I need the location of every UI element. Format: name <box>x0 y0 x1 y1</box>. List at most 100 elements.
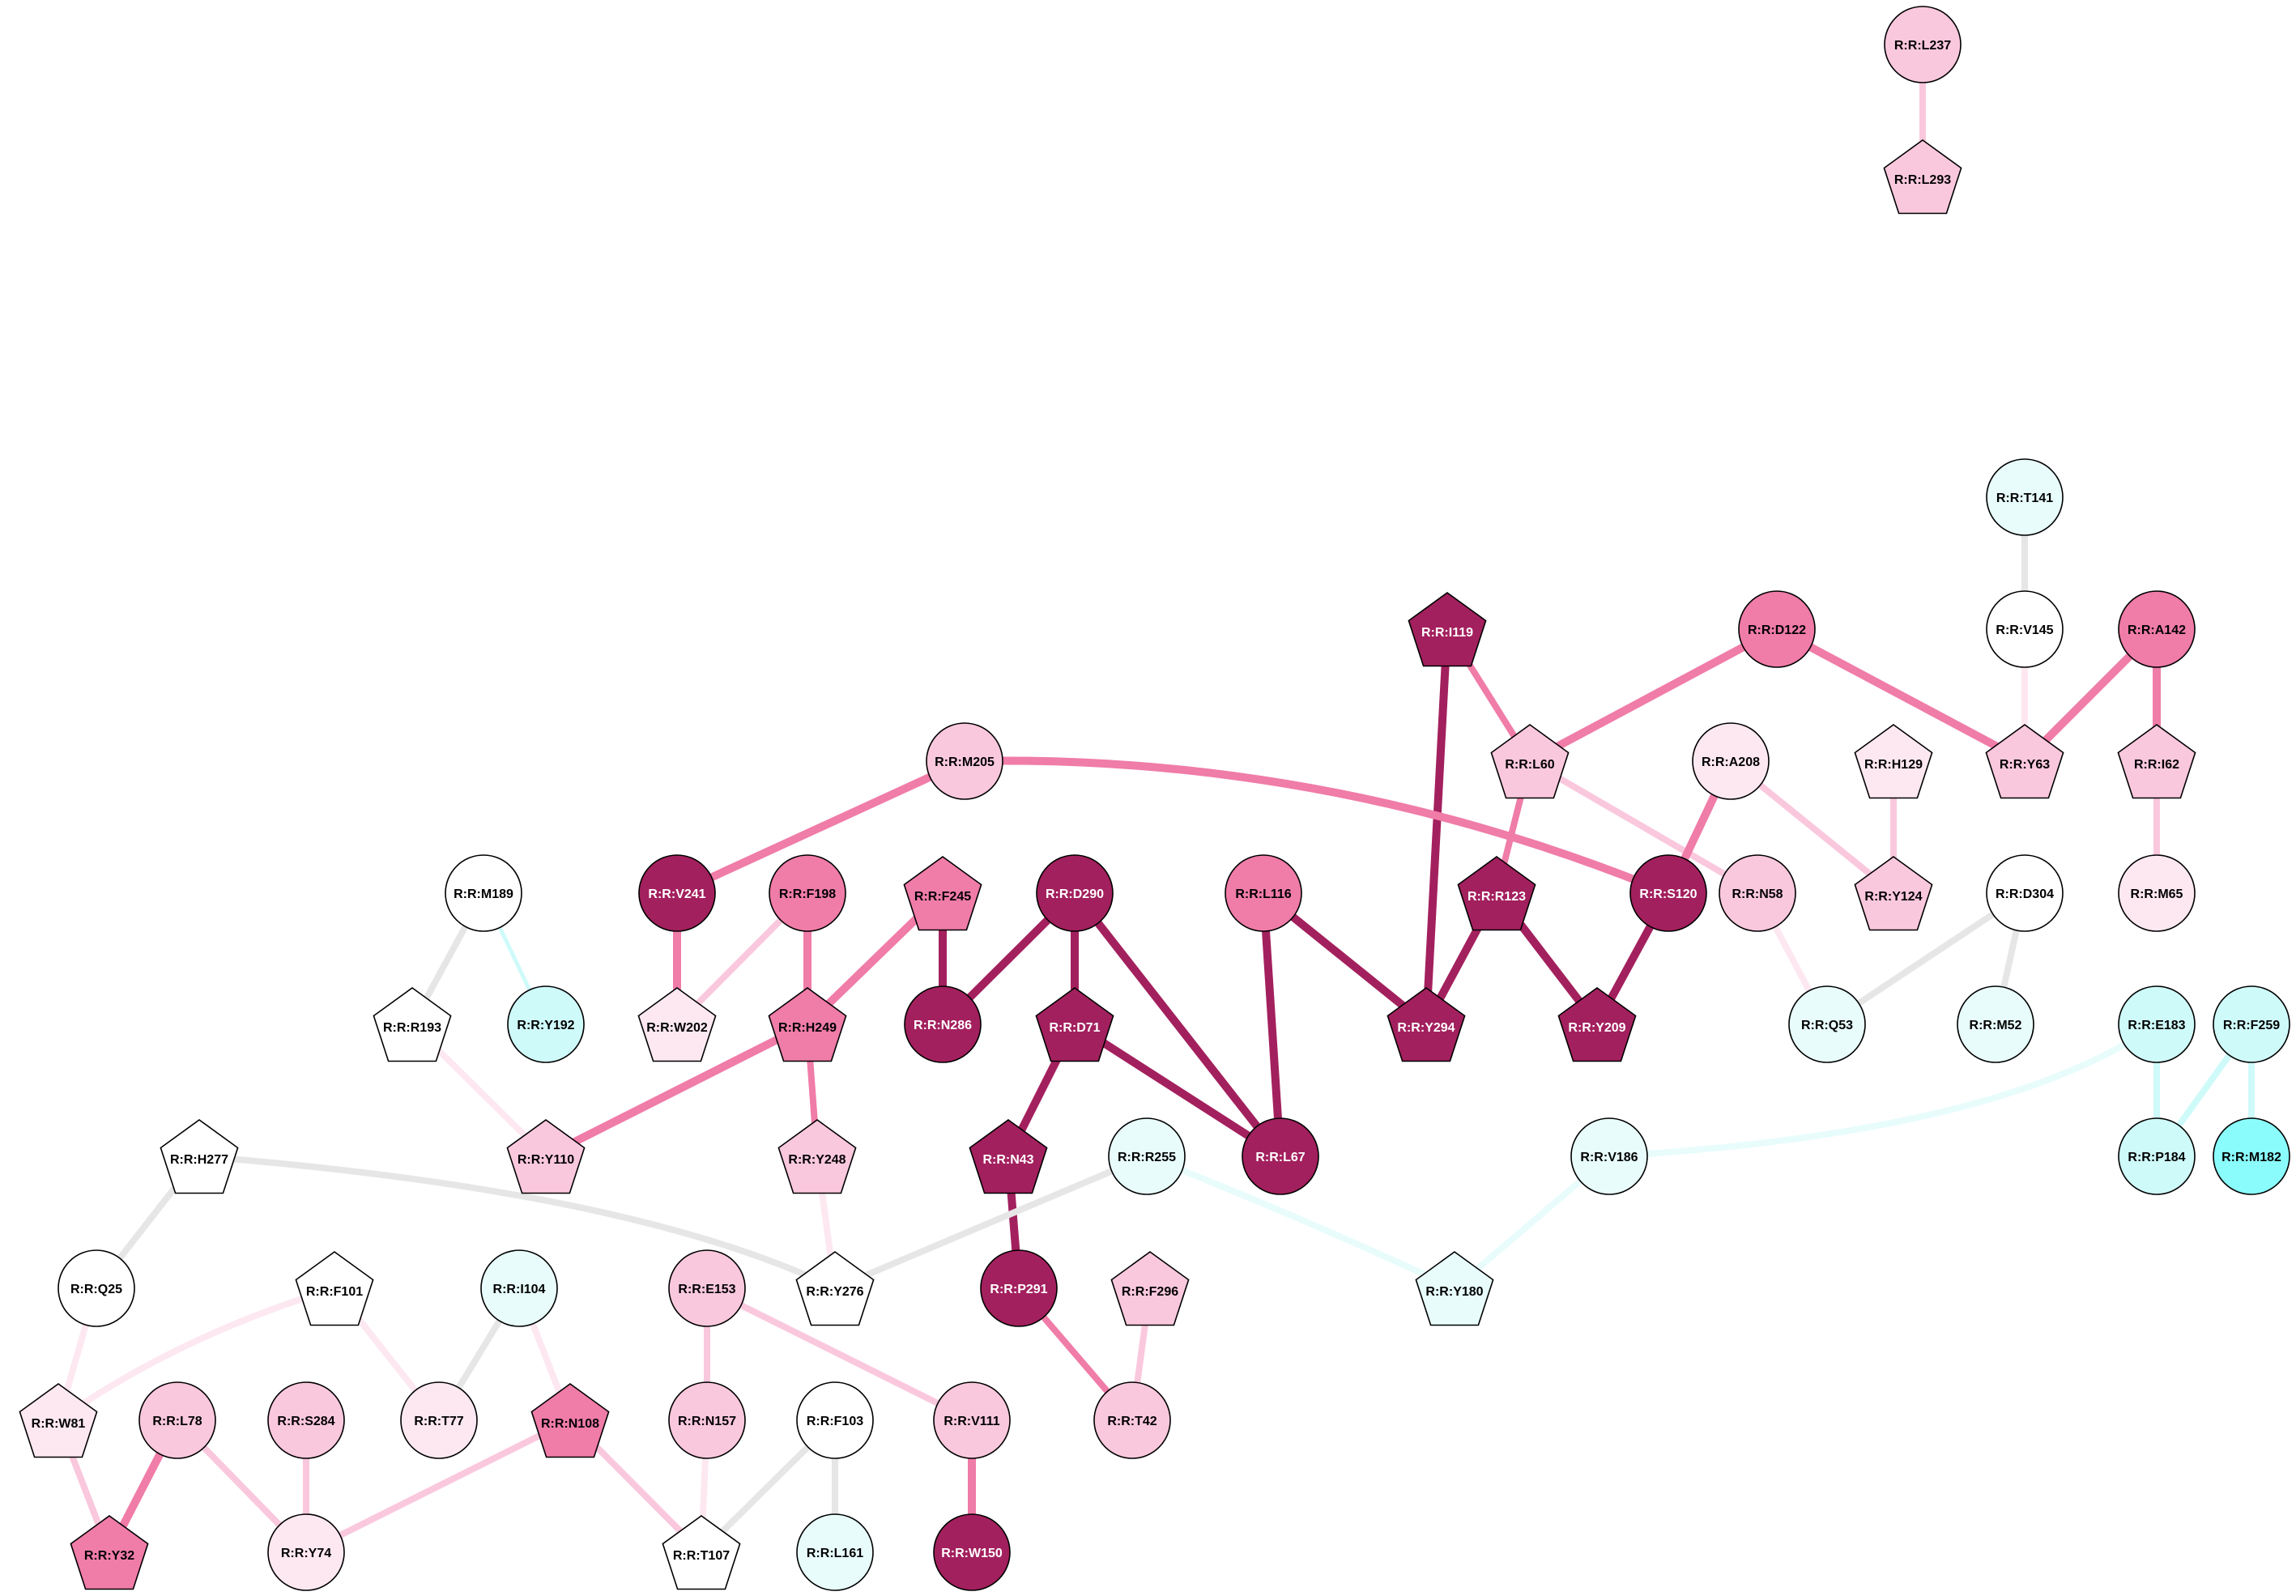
node-f296[interactable]: R:R:F296 <box>1110 1251 1190 1326</box>
node-t42[interactable]: R:R:T42 <box>1093 1381 1171 1459</box>
node-e183[interactable]: R:R:E183 <box>2118 985 2196 1063</box>
node-n286[interactable]: R:R:N286 <box>904 985 982 1063</box>
node-y32[interactable]: R:R:Y32 <box>70 1515 149 1590</box>
node-y294[interactable]: R:R:Y294 <box>1387 987 1466 1062</box>
node-y74[interactable]: R:R:Y74 <box>267 1513 345 1591</box>
node-i119[interactable]: R:R:I119 <box>1408 592 1487 667</box>
node-h249[interactable]: R:R:H249 <box>768 987 847 1062</box>
node-m189[interactable]: R:R:M189 <box>445 854 522 932</box>
node-w81[interactable]: R:R:W81 <box>19 1383 98 1458</box>
node-n58[interactable]: R:R:N58 <box>1719 854 1796 932</box>
node-f101[interactable]: R:R:F101 <box>295 1251 374 1326</box>
node-pentagon <box>506 1119 586 1194</box>
node-circle <box>2118 1117 2196 1195</box>
node-circle <box>1788 985 1866 1063</box>
node-circle <box>267 1381 345 1459</box>
node-l60[interactable]: R:R:L60 <box>1490 724 1570 799</box>
node-i104[interactable]: R:R:I104 <box>480 1249 558 1327</box>
node-pentagon <box>768 987 847 1062</box>
node-l161[interactable]: R:R:L161 <box>796 1513 874 1591</box>
node-y63[interactable]: R:R:Y63 <box>1985 724 2064 799</box>
node-n157[interactable]: R:R:N157 <box>668 1381 746 1459</box>
node-l237[interactable]: R:R:L237 <box>1884 6 1962 83</box>
node-circle <box>769 854 846 932</box>
node-s284[interactable]: R:R:S284 <box>267 1381 345 1459</box>
node-label: R:R:A142 <box>2128 624 2186 637</box>
node-a208[interactable]: R:R:A208 <box>1692 722 1770 800</box>
node-pentagon <box>295 1251 374 1326</box>
node-q25[interactable]: R:R:Q25 <box>58 1249 135 1327</box>
node-r123[interactable]: R:R:R123 <box>1457 856 1536 931</box>
node-t141[interactable]: R:R:T141 <box>1986 458 2064 536</box>
node-d290[interactable]: R:R:D290 <box>1036 854 1114 932</box>
node-v186[interactable]: R:R:V186 <box>1570 1117 1648 1195</box>
node-circle <box>2118 590 2196 668</box>
node-l78[interactable]: R:R:L78 <box>138 1381 216 1459</box>
node-f198[interactable]: R:R:F198 <box>769 854 846 932</box>
node-f103[interactable]: R:R:F103 <box>796 1381 874 1459</box>
node-label: R:R:D71 <box>1049 1021 1100 1035</box>
node-h129[interactable]: R:R:H129 <box>1854 724 1933 799</box>
node-circle <box>480 1249 558 1327</box>
node-q53[interactable]: R:R:Q53 <box>1788 985 1866 1063</box>
node-y110[interactable]: R:R:Y110 <box>506 1119 586 1194</box>
node-label: R:R:Y32 <box>84 1549 134 1563</box>
node-v145[interactable]: R:R:V145 <box>1986 590 2064 668</box>
node-d304[interactable]: R:R:D304 <box>1986 854 2064 932</box>
node-pentagon <box>969 1119 1048 1194</box>
node-f259[interactable]: R:R:F259 <box>2213 985 2290 1063</box>
node-pentagon <box>1490 724 1570 799</box>
node-pentagon <box>1557 987 1637 1062</box>
edge-i119-y294 <box>1422 625 1451 1028</box>
node-a142[interactable]: R:R:A142 <box>2118 590 2196 668</box>
node-y180[interactable]: R:R:Y180 <box>1415 1251 1494 1326</box>
node-pentagon <box>1408 592 1487 667</box>
node-l67[interactable]: R:R:L67 <box>1242 1117 1319 1195</box>
node-circle <box>904 985 982 1063</box>
node-circle <box>1225 854 1302 932</box>
node-label: R:R:N108 <box>541 1417 599 1431</box>
node-h277[interactable]: R:R:H277 <box>160 1119 239 1194</box>
node-y248[interactable]: R:R:Y248 <box>777 1119 857 1194</box>
node-m205[interactable]: R:R:M205 <box>926 722 1003 800</box>
node-circle <box>2118 854 2196 932</box>
node-label: R:R:I119 <box>1421 626 1473 640</box>
node-v241[interactable]: R:R:V241 <box>638 854 716 932</box>
node-pentagon <box>795 1251 875 1326</box>
node-d71[interactable]: R:R:D71 <box>1035 987 1114 1062</box>
node-s120[interactable]: R:R:S120 <box>1629 854 1707 932</box>
node-n108[interactable]: R:R:N108 <box>530 1383 610 1458</box>
node-circle <box>980 1249 1058 1327</box>
node-pentagon <box>777 1119 857 1194</box>
node-y276[interactable]: R:R:Y276 <box>795 1251 875 1326</box>
node-r255[interactable]: R:R:R255 <box>1108 1117 1186 1195</box>
node-y192[interactable]: R:R:Y192 <box>507 985 585 1063</box>
node-w150[interactable]: R:R:W150 <box>933 1513 1011 1591</box>
node-r193[interactable]: R:R:R193 <box>373 987 452 1062</box>
node-m65[interactable]: R:R:M65 <box>2118 854 2196 932</box>
node-e153[interactable]: R:R:E153 <box>668 1249 746 1327</box>
node-pentagon <box>70 1515 149 1590</box>
node-t77[interactable]: R:R:T77 <box>400 1381 478 1459</box>
node-l293[interactable]: R:R:L293 <box>1883 139 1962 215</box>
node-l116[interactable]: R:R:L116 <box>1225 854 1302 932</box>
node-w202[interactable]: R:R:W202 <box>637 987 717 1062</box>
node-p184[interactable]: R:R:P184 <box>2118 1117 2196 1195</box>
node-label: R:R:D304 <box>1996 887 2054 901</box>
node-label: R:R:N157 <box>678 1415 736 1428</box>
node-m52[interactable]: R:R:M52 <box>1957 985 2034 1063</box>
node-f245[interactable]: R:R:F245 <box>903 856 982 931</box>
node-p291[interactable]: R:R:P291 <box>980 1249 1058 1327</box>
node-n43[interactable]: R:R:N43 <box>969 1119 1048 1194</box>
node-i62[interactable]: R:R:I62 <box>2117 724 2196 799</box>
node-d122[interactable]: R:R:D122 <box>1738 590 1816 668</box>
node-label: R:R:H249 <box>778 1021 837 1035</box>
node-m182[interactable]: R:R:M182 <box>2213 1117 2290 1195</box>
node-v111[interactable]: R:R:V111 <box>933 1381 1011 1459</box>
node-label: R:R:Y74 <box>281 1547 331 1560</box>
node-label: R:R:W81 <box>32 1417 86 1431</box>
node-y124[interactable]: R:R:Y124 <box>1854 856 1933 931</box>
node-label: R:R:Y110 <box>518 1153 574 1167</box>
node-t107[interactable]: R:R:T107 <box>662 1515 741 1590</box>
node-y209[interactable]: R:R:Y209 <box>1557 987 1637 1062</box>
